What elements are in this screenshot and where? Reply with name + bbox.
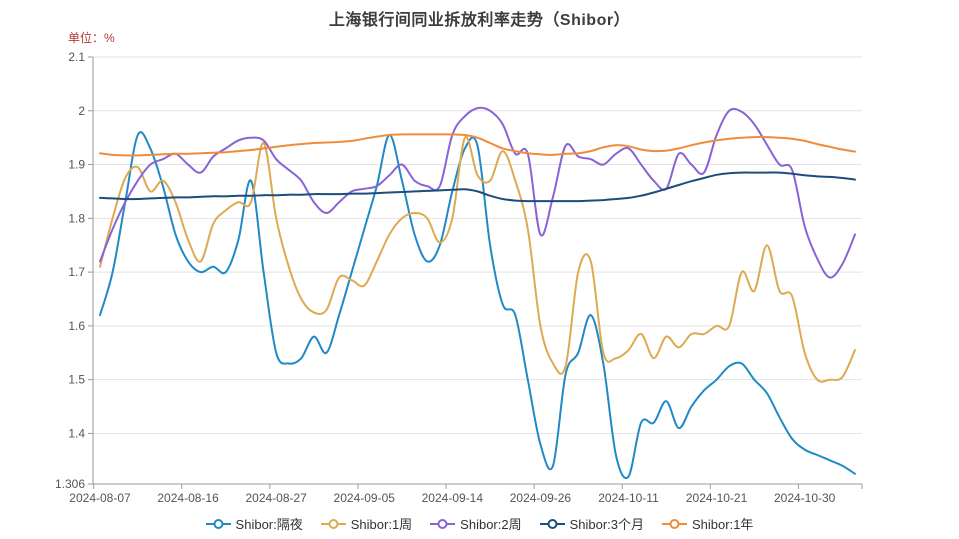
series-line-4 — [99, 133, 856, 157]
x-axis-label: 2024-09-14 — [422, 491, 484, 505]
legend-marker-icon — [320, 518, 346, 529]
legend-item-2[interactable]: Shibor:2周 — [430, 514, 522, 533]
series-line-0 — [99, 131, 856, 480]
legend-label: Shibor:1周 — [350, 517, 413, 532]
y-axis-label: 2.1 — [68, 50, 85, 64]
legend-marker-icon — [205, 518, 231, 529]
x-axis-label: 2024-09-26 — [510, 491, 572, 505]
legend-label: Shibor:2周 — [460, 517, 522, 532]
y-axis-label: 1.7 — [68, 265, 85, 279]
series-line-2 — [99, 106, 856, 279]
legend-marker-icon — [430, 518, 456, 529]
series-group — [99, 106, 856, 480]
series-line-3 — [99, 171, 856, 203]
legend: Shibor:隔夜 Shibor:1周 Shibor:2周 Shibor:3个月 Shi… — [0, 514, 959, 533]
legend-label: Shibor:1年 — [692, 517, 754, 532]
legend-item-3[interactable]: Shibor:3个月 — [539, 514, 645, 533]
x-axis-label: 2024-09-05 — [334, 491, 396, 505]
y-axis-label: 1.5 — [68, 373, 85, 387]
x-axis-label: 2024-08-07 — [69, 491, 131, 505]
legend-label: Shibor:隔夜 — [235, 517, 303, 532]
y-axis-label: 1.8 — [68, 211, 85, 225]
legend-item-4[interactable]: Shibor:1年 — [662, 514, 753, 533]
x-axis-label: 2024-08-16 — [157, 491, 219, 505]
series-line-1 — [99, 135, 856, 383]
y-axis-label: 1.9 — [68, 158, 85, 172]
x-axis-label: 2024-10-11 — [598, 491, 659, 505]
legend-item-0[interactable]: Shibor:隔夜 — [205, 514, 303, 533]
y-axis-label: 2 — [78, 104, 85, 118]
chart-title: 上海银行间同业拆放利率走势（Shibor） — [328, 12, 631, 29]
x-axis-label: 2024-10-30 — [774, 491, 836, 505]
legend-marker-icon — [662, 518, 688, 529]
y-axis-label: 1.306 — [55, 477, 85, 491]
y-axis-label: 1.6 — [68, 319, 85, 333]
x-axis-label: 2024-08-27 — [245, 491, 307, 505]
y-axis-label: 1.4 — [68, 426, 85, 440]
unit-label: 单位：% — [68, 31, 115, 45]
x-axis-label: 2024-10-21 — [686, 491, 748, 505]
legend-item-1[interactable]: Shibor:1周 — [320, 514, 413, 533]
legend-label: Shibor:3个月 — [569, 517, 645, 532]
legend-marker-icon — [539, 518, 565, 529]
